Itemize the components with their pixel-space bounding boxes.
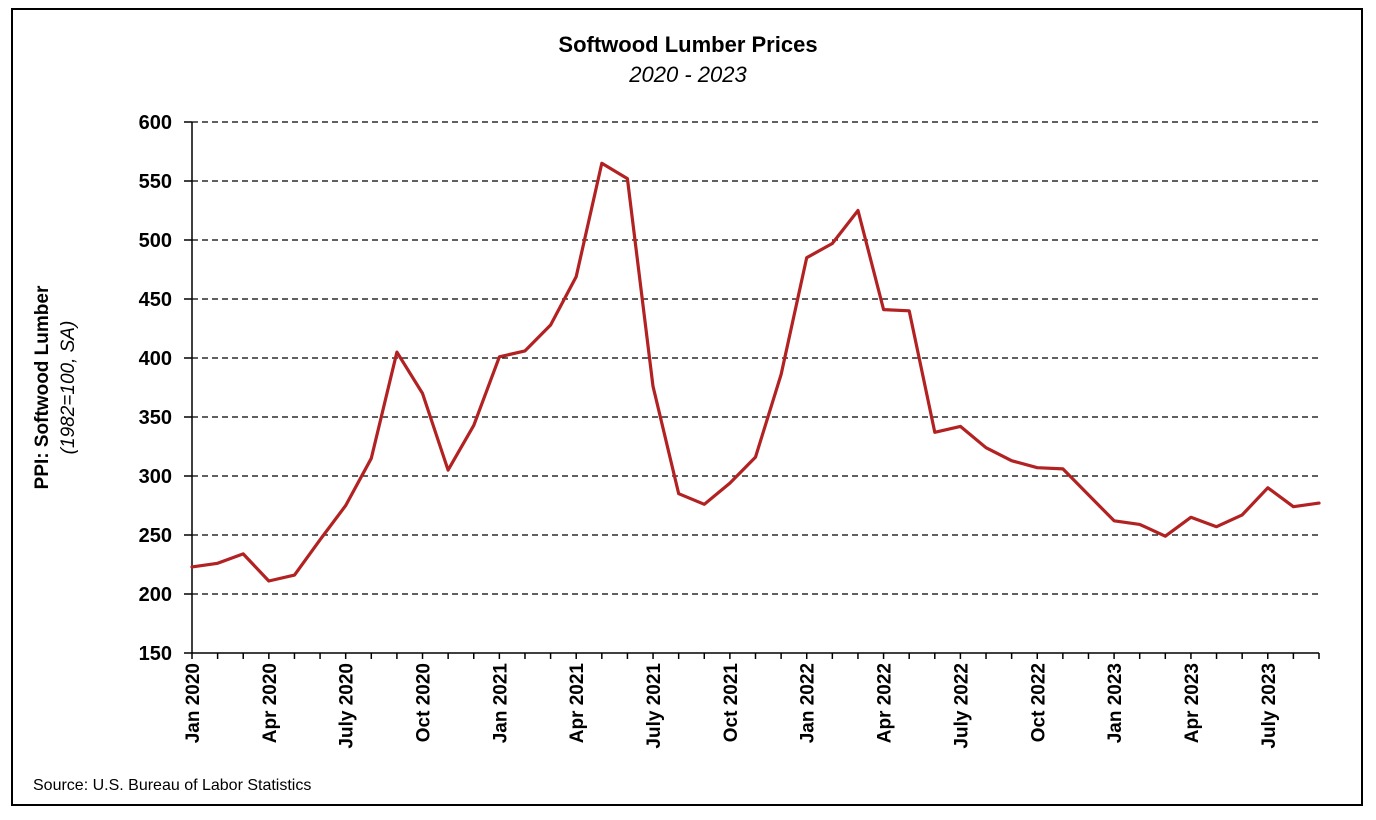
y-axis-sublabel: (1982=100, SA) (58, 321, 79, 455)
x-tick-label: Jan 2021 (490, 663, 511, 744)
y-tick-label: 600 (139, 112, 172, 134)
x-tick-label: Apr 2020 (260, 663, 281, 743)
y-tick-label: 350 (139, 407, 172, 429)
y-tick-label: 450 (139, 289, 172, 311)
x-tick-label: July 2022 (951, 663, 972, 749)
y-tick-label: 500 (139, 230, 172, 252)
y-axis-ticks: 150 200 250 300 350 400 450 500 550 600 (139, 112, 192, 665)
y-tick-label: 200 (139, 584, 172, 606)
y-tick-label: 400 (139, 348, 172, 370)
x-tick-label: Jan 2022 (798, 663, 819, 743)
axes (191, 122, 1319, 654)
x-axis-ticks: Jan 2020 Apr 2020 July 2020 Oct 2020 Jan 202… (183, 653, 1320, 749)
chart-subtitle: 2020 - 2023 (629, 62, 747, 87)
y-tick-label: 250 (139, 525, 172, 547)
y-tick-label: 550 (139, 171, 172, 193)
grid-lines (192, 121, 1319, 595)
x-tick-label: Jan 2023 (1105, 663, 1126, 743)
x-tick-label: July 2021 (644, 663, 665, 749)
x-tick-label: Oct 2022 (1028, 663, 1049, 742)
x-tick-label: Jan 2020 (183, 663, 204, 743)
x-tick-label: Apr 2023 (1182, 663, 1203, 743)
source-note: Source: U.S. Bureau of Labor Statistics (33, 777, 312, 794)
x-tick-label: Apr 2021 (567, 663, 588, 744)
x-tick-label: Oct 2021 (721, 663, 742, 743)
x-tick-label: July 2023 (1259, 663, 1280, 749)
chart-frame (11, 8, 1363, 806)
y-tick-label: 150 (139, 643, 172, 665)
y-tick-label: 300 (139, 466, 172, 488)
chart-title: Softwood Lumber Prices (558, 32, 818, 57)
series-group (190, 161, 1321, 583)
x-tick-label: Apr 2022 (875, 663, 896, 743)
x-tick-label: Oct 2020 (414, 663, 435, 742)
y-axis-label: PPI: Softwood Lumber (32, 285, 53, 489)
series-line (190, 161, 1321, 583)
x-tick-label: July 2020 (337, 663, 358, 749)
